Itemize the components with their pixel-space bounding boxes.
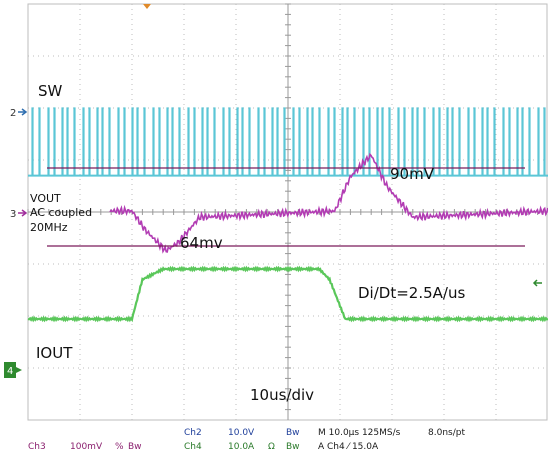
didt-annotation: Di/Dt=2.5A/us [358,284,466,302]
vout-trace [109,152,548,254]
traces: 2 3 4 [4,4,548,378]
footer-ch3-symbol: % [115,442,124,452]
footer-trigger: A Ch4 ⁄ 15.0A [318,442,379,452]
lower-marker-label: 64mv [180,234,223,252]
footer-ch3-scale: 100mV [70,442,103,452]
sw-trace [28,107,548,177]
grid [27,3,548,421]
footer-ch4-symbol: Ω [268,442,275,452]
bandwidth-label: 20MHz [30,221,68,234]
iout-label: IOUT [36,344,73,362]
sw-label: SW [38,82,63,100]
timebase-annotation: 10us/div [250,386,315,404]
footer-ch3-bw: Bw [128,442,142,452]
ch4-marker-tab [4,362,16,378]
ch2-marker-arrow [18,108,28,116]
iout-trace [27,265,548,323]
ch3-marker: 3 [10,209,16,220]
footer-per-point: 8.0ns/pt [428,428,465,438]
footer-ch4: Ch4 [184,442,202,452]
trigger-position-marker [143,4,151,9]
trigger-level-arrow [532,279,542,287]
ac-coupled-label: AC coupled [30,206,93,219]
footer-ch3: Ch3 [28,442,46,452]
footer-timebase: M 10.0µs 125MS/s [318,428,401,438]
footer-ch2-bw: Bw [286,428,300,438]
ch4-marker: 4 [7,366,13,377]
footer-ch2-scale: 10.0V [228,428,255,438]
ch2-marker: 2 [10,108,16,119]
footer-ch4-scale: 10.0A [228,442,255,452]
upper-marker-label: 90mV [390,165,434,183]
vout-label: VOUT [30,192,61,205]
ch4-marker-arrow [16,367,22,373]
footer-ch4-bw: Bw [286,442,300,452]
ch3-marker-arrow [18,209,28,217]
footer-ch2: Ch2 [184,428,202,438]
